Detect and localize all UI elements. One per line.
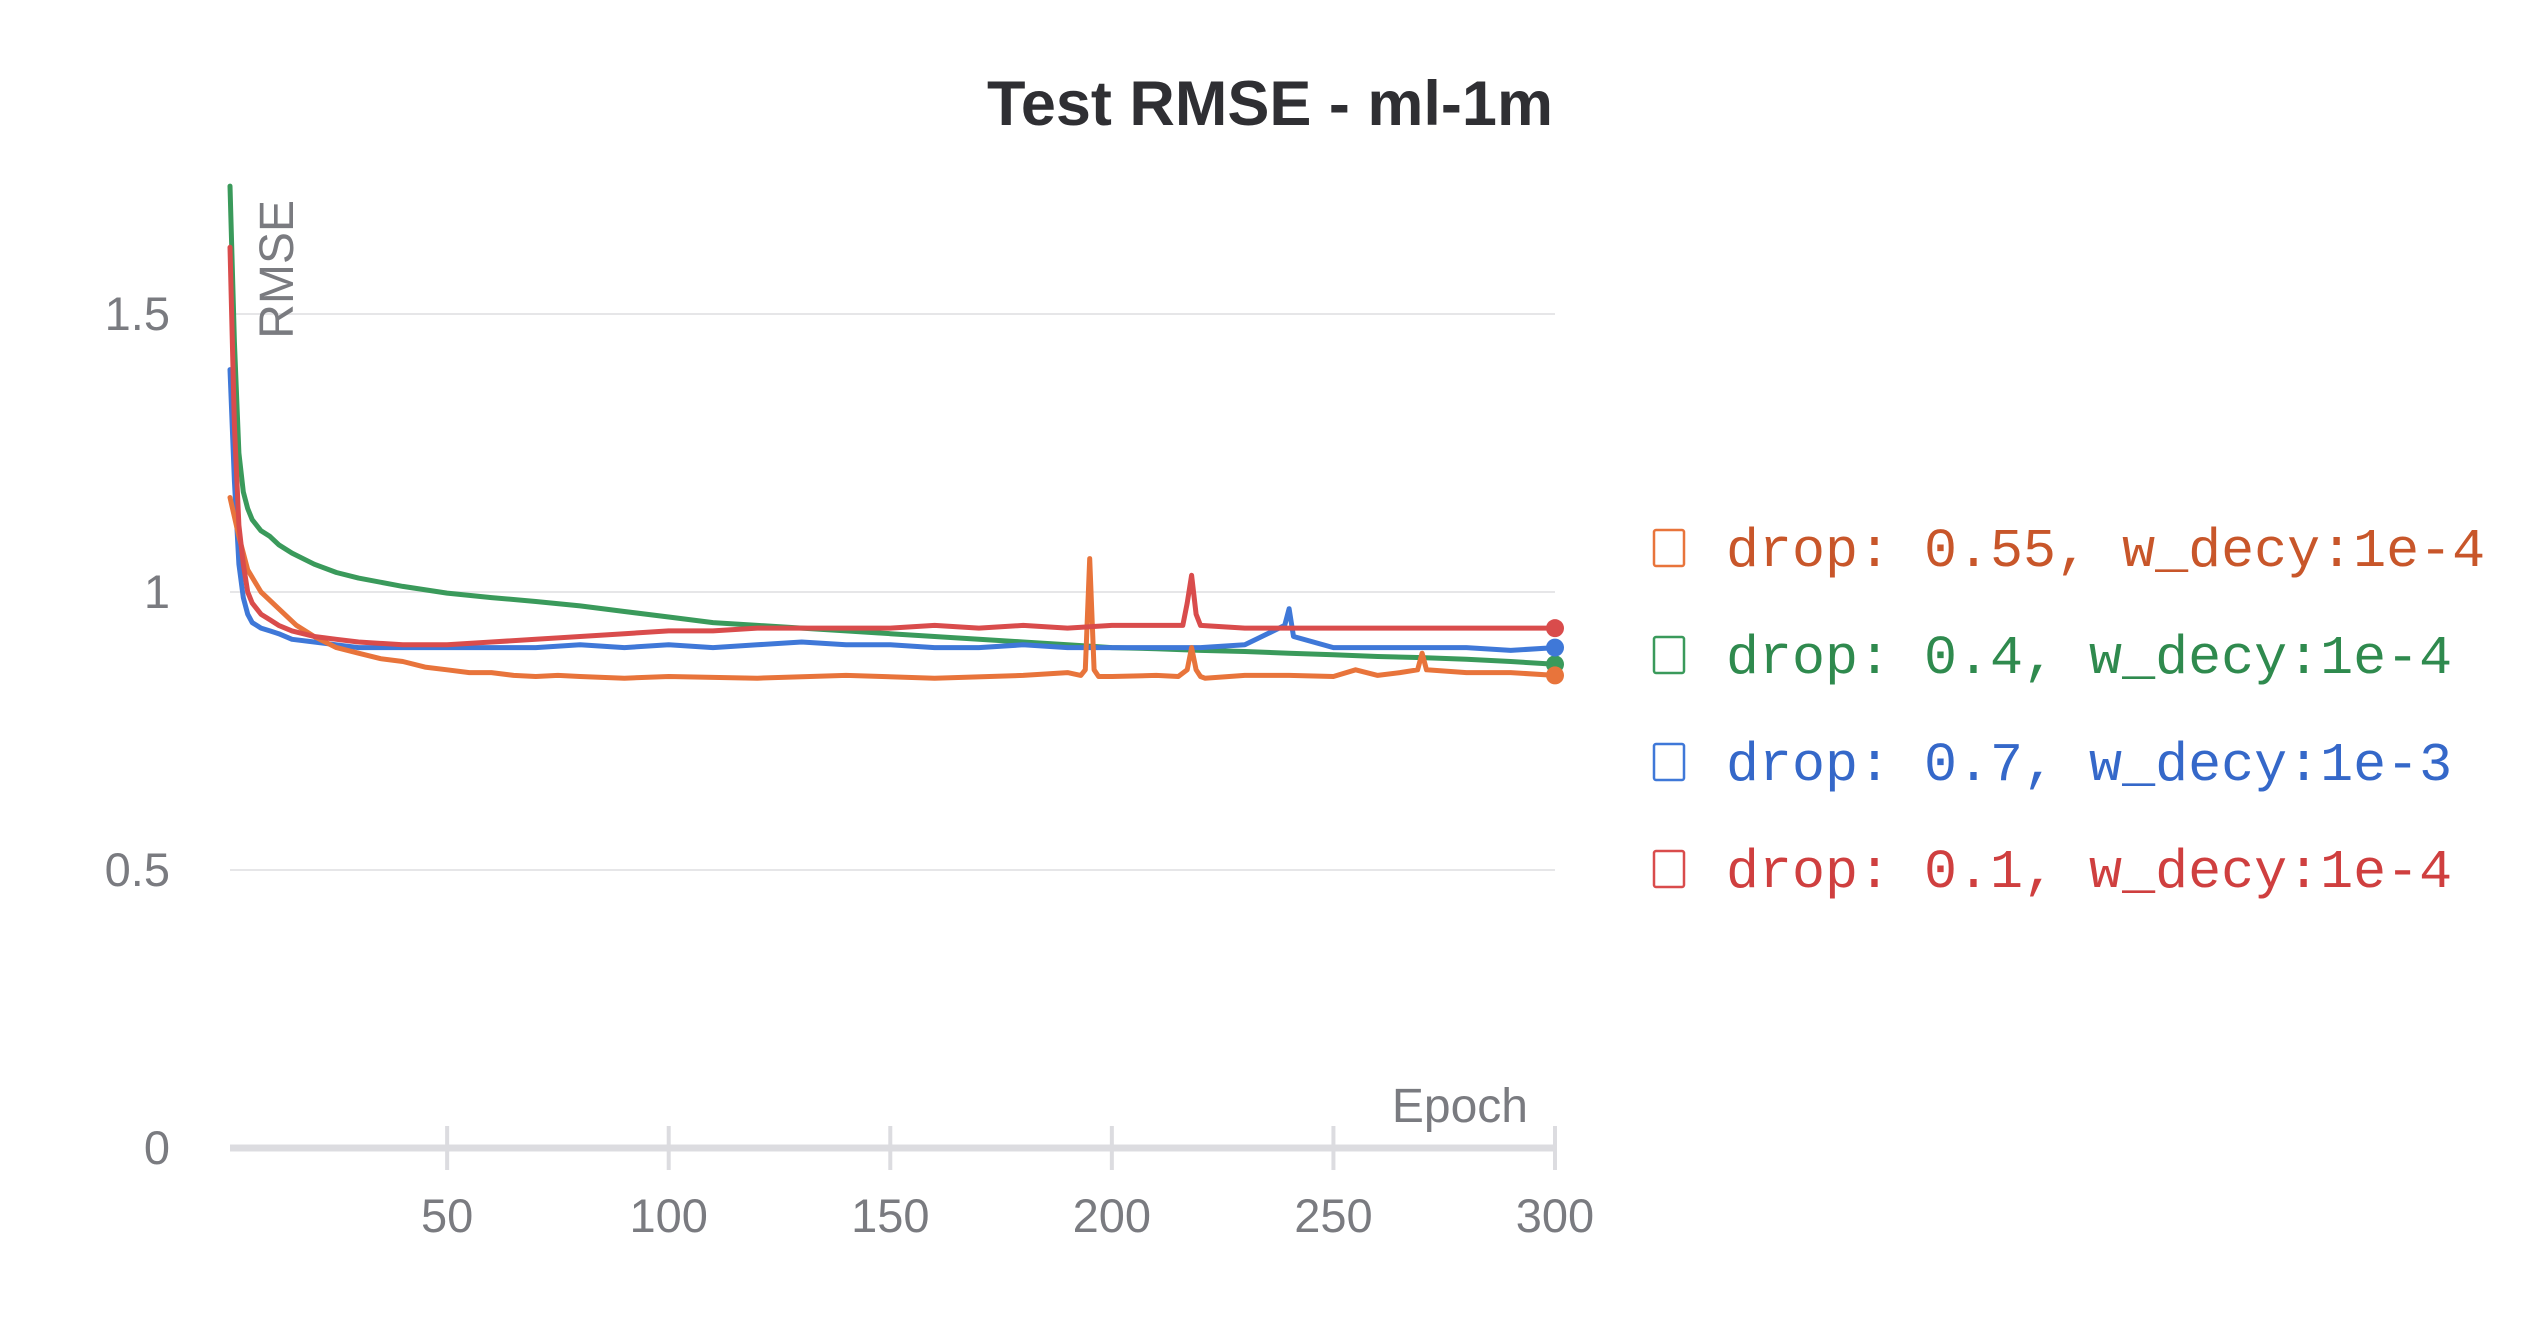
series-end-point	[1546, 619, 1564, 638]
axes: 0 0.5 1 1.5 50 100 150 200 250 300	[105, 287, 1595, 1242]
legend: drop: 0.55, w_decy:1e-4 drop: 0.4, w_decy…	[1652, 520, 2485, 904]
axis-labels: RMSE Epoch	[251, 200, 1528, 1133]
x-tick-label: 150	[851, 1189, 929, 1242]
legend-label: drop: 0.7, w_decy:1e-3	[1726, 734, 2452, 797]
series-line	[227, 367, 1558, 653]
x-tick-label: 300	[1516, 1189, 1594, 1242]
legend-swatch	[1652, 528, 1686, 568]
y-tick-label: 0.5	[105, 843, 170, 896]
y-tick-label: 0	[144, 1121, 170, 1174]
x-tick-label: 100	[630, 1189, 708, 1242]
series-line	[227, 495, 1558, 681]
legend-swatch	[1652, 742, 1686, 782]
series-lines	[227, 183, 1564, 685]
series-end-point	[1546, 638, 1564, 657]
legend-label: drop: 0.55, w_decy:1e-4	[1726, 520, 2485, 583]
y-tick-label: 1.5	[105, 287, 170, 340]
legend-label: drop: 0.1, w_decy:1e-4	[1726, 841, 2452, 904]
legend-label: drop: 0.4, w_decy:1e-4	[1726, 627, 2452, 690]
series-line	[227, 183, 1558, 667]
x-tick-label: 50	[421, 1189, 473, 1242]
legend-swatch	[1652, 635, 1686, 675]
x-tick-label: 250	[1294, 1189, 1372, 1242]
legend-swatch	[1652, 849, 1686, 889]
x-tick-label: 200	[1073, 1189, 1151, 1242]
y-tick-label: 1	[144, 565, 170, 618]
chart-title: Test RMSE - ml-1m	[987, 69, 1553, 139]
series-end-point	[1546, 666, 1564, 685]
y-axis-label: RMSE	[251, 200, 304, 339]
x-axis-label: Epoch	[1392, 1080, 1528, 1133]
series-line	[227, 244, 1558, 648]
